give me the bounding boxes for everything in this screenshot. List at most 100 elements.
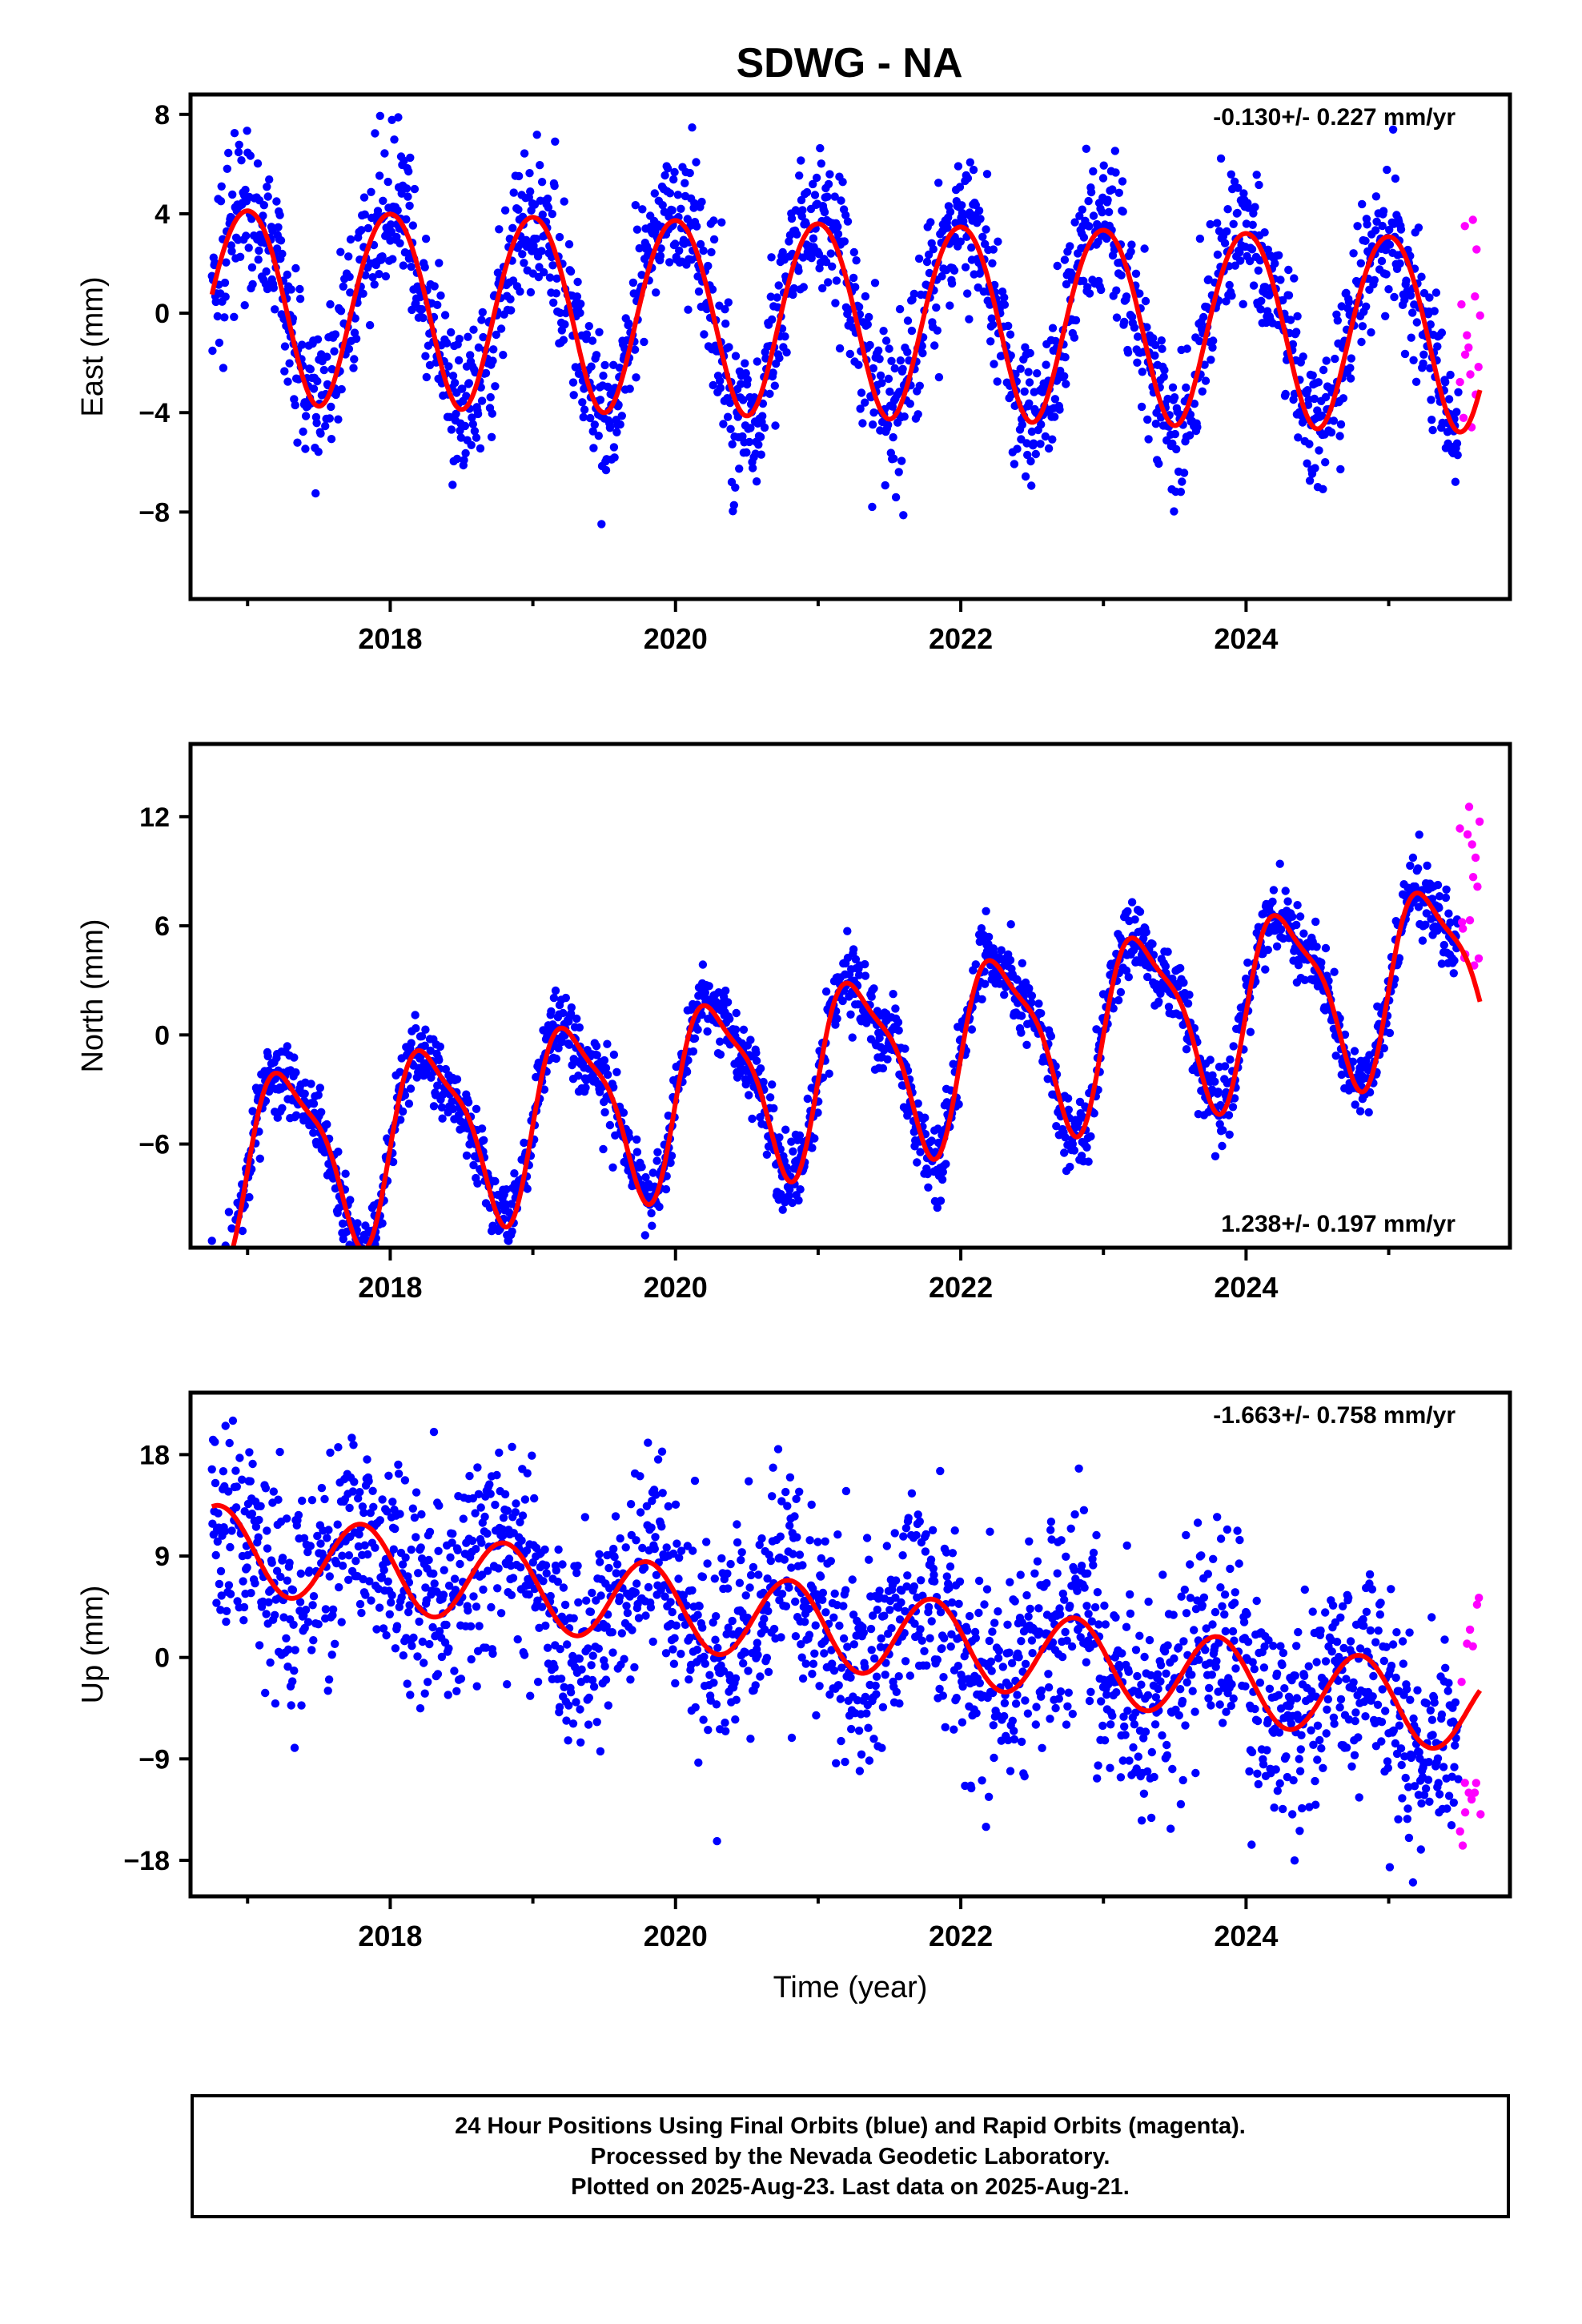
final-orbit-point [609,1544,618,1554]
final-orbit-point [1066,1162,1074,1172]
final-orbit-point [564,1736,572,1745]
final-orbit-point [215,338,224,348]
final-orbit-point [1343,304,1352,313]
final-orbit-point [1190,400,1199,408]
final-orbit-point [861,959,869,969]
final-orbit-point [1156,989,1165,999]
final-orbit-point [242,231,251,240]
final-orbit-point [785,1185,794,1194]
final-orbit-point [546,1591,555,1601]
final-orbit-point [909,289,919,299]
final-orbit-point [695,1602,704,1610]
final-orbit-point [874,346,883,355]
final-orbit-point [345,1503,354,1513]
final-orbit-point [288,1677,297,1686]
final-orbit-point [290,1053,299,1062]
final-orbit-point [377,1572,387,1582]
final-orbit-point [1084,1157,1093,1166]
final-orbit-point [368,273,377,282]
final-orbit-point [1414,223,1423,232]
final-orbit-point [569,391,578,400]
final-orbit-point [344,1551,354,1560]
final-orbit-point [558,1560,567,1569]
final-orbit-point [309,1636,318,1645]
final-orbit-point [215,1254,223,1262]
rapid-orbit-point [1465,916,1475,925]
final-orbit-point [464,1098,473,1107]
final-orbit-point [486,1490,495,1498]
final-orbit-point [320,1494,329,1504]
final-orbit-point [672,1621,681,1630]
final-orbit-point [637,1163,646,1172]
x-tick-label: 2020 [644,622,708,655]
final-orbit-point [584,1644,592,1653]
final-orbit-point [662,1543,671,1552]
final-orbit-point [604,1701,612,1710]
final-orbit-point [307,1496,317,1505]
final-orbit-point [222,1271,230,1279]
final-orbit-point [575,1023,584,1032]
final-orbit-point [1412,318,1422,327]
final-orbit-point [1421,920,1430,930]
final-orbit-point [508,1442,516,1452]
final-orbit-point [823,192,832,201]
final-orbit-point [462,392,471,400]
y-tick-label: −8 [139,497,170,528]
final-orbit-point [1300,975,1310,985]
final-orbit-point [261,1688,270,1698]
final-orbit-point [765,389,774,398]
final-orbit-point [1127,898,1137,907]
final-orbit-point [621,1543,630,1552]
rapid-orbit-point [1474,954,1484,963]
final-orbit-point [1275,251,1283,259]
final-orbit-point [1444,909,1453,918]
final-orbit-point [477,316,486,324]
final-orbit-point [524,1590,533,1599]
final-orbit-point [427,1073,436,1082]
final-orbit-point [690,1034,700,1043]
final-orbit-point [854,971,864,979]
final-orbit-point [1034,999,1043,1008]
final-orbit-point [503,1680,512,1689]
final-orbit-point [433,1081,442,1090]
final-orbit-point [214,1250,222,1258]
final-orbit-point [1114,995,1123,1005]
final-orbit-point [861,398,869,407]
final-orbit-point [572,1569,581,1578]
final-orbit-point [450,1667,459,1675]
final-orbit-point [691,1703,700,1712]
final-orbit-point [408,1642,416,1651]
final-orbit-point [1290,274,1299,283]
final-orbit-point [448,1530,457,1538]
final-orbit-point [849,273,858,283]
final-orbit-point [965,315,974,324]
final-orbit-point [483,1529,492,1538]
final-orbit-point [1098,174,1108,183]
final-orbit-point [504,1554,514,1563]
final-orbit-point [978,995,986,1004]
final-orbit-point [363,1256,371,1265]
final-orbit-point [867,992,876,1001]
final-orbit-point [228,1416,238,1425]
final-orbit-point [273,1113,282,1122]
final-orbit-point [532,131,541,139]
final-orbit-point [917,341,926,351]
final-orbit-point [1385,1028,1395,1038]
final-orbit-point [411,1011,420,1019]
final-orbit-point [314,448,323,456]
final-orbit-point [539,1577,548,1586]
final-orbit-point [403,1679,412,1688]
final-orbit-point [406,1691,415,1699]
final-orbit-point [303,1618,313,1626]
final-orbit-point [1371,226,1380,235]
final-orbit-point [673,1539,681,1548]
final-orbit-point [435,1626,444,1636]
final-orbit-point [394,113,403,122]
final-orbit-point [775,353,784,363]
final-orbit-point [704,261,713,271]
final-orbit-point [371,129,379,138]
final-orbit-point [725,1015,734,1023]
final-orbit-point [1158,344,1166,353]
final-orbit-point [1243,958,1252,967]
final-orbit-point [1363,220,1371,229]
